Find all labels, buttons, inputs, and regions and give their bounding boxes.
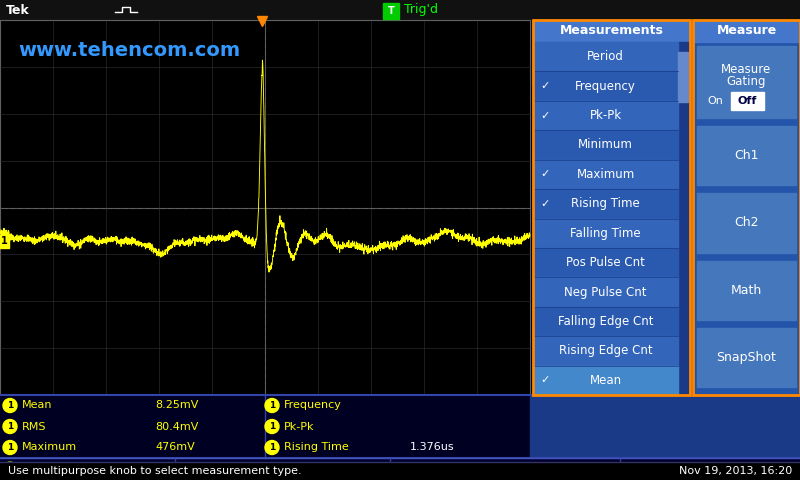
Bar (693, 20, 800, 395)
Text: Off: Off (738, 96, 757, 106)
Bar (697, 46, 796, 118)
Text: Ch1: Ch1 (734, 149, 758, 162)
Text: Falling Time: Falling Time (570, 227, 641, 240)
Bar (697, 328, 796, 387)
Text: Nov 19, 2013, 16:20: Nov 19, 2013, 16:20 (678, 466, 792, 476)
Bar (533, 20, 690, 395)
Bar (533, 160, 678, 189)
Text: Rising Time: Rising Time (571, 197, 640, 210)
Text: On: On (707, 96, 723, 106)
Text: Ch1 ↗ 131mV: Ch1 ↗ 131mV (444, 463, 526, 476)
Circle shape (3, 441, 17, 455)
Bar (0, 0, 800, 85)
Bar (533, 101, 678, 130)
Text: Pos Pulse Cnt: Pos Pulse Cnt (566, 256, 645, 269)
Text: Pk-Pk: Pk-Pk (590, 109, 622, 122)
Bar (533, 366, 678, 395)
Bar (533, 307, 678, 336)
Bar (0, 462, 800, 480)
Text: RMS: RMS (22, 421, 46, 432)
Text: Period: Period (587, 50, 624, 63)
Bar (530, 395, 690, 458)
Text: Mean: Mean (590, 374, 622, 387)
Text: Measure: Measure (722, 62, 772, 75)
Circle shape (265, 420, 279, 433)
Text: 476mV: 476mV (155, 443, 194, 453)
Text: Ch2: Ch2 (734, 216, 758, 229)
Bar (533, 189, 678, 218)
Bar (383, 3, 399, 19)
Bar (533, 336, 678, 366)
Text: Measure: Measure (716, 24, 777, 37)
Text: 8.25mV: 8.25mV (155, 400, 198, 410)
Text: ✓: ✓ (540, 110, 550, 120)
Bar (0, 0, 800, 20)
Text: Tek: Tek (6, 3, 30, 16)
Text: T: T (388, 6, 394, 16)
Text: Use multipurpose knob to select measurement type.: Use multipurpose knob to select measurem… (8, 466, 302, 476)
Text: Measurements: Measurements (559, 24, 663, 37)
Bar (533, 20, 690, 42)
Text: Falling Edge Cnt: Falling Edge Cnt (558, 315, 654, 328)
Text: 1: 1 (7, 465, 13, 473)
Text: 100mV: 100mV (22, 464, 62, 474)
Text: www.tehencom.com: www.tehencom.com (18, 40, 240, 60)
Bar (731, 92, 764, 110)
Text: 1: 1 (1, 236, 7, 246)
Bar (678, 52, 688, 102)
Text: Trig'd: Trig'd (404, 3, 438, 16)
Bar (533, 248, 678, 277)
Bar (533, 42, 678, 72)
Text: Rising Edge Cnt: Rising Edge Cnt (558, 344, 652, 358)
Text: Pk-Pk: Pk-Pk (284, 421, 314, 432)
Bar (0, 458, 800, 480)
Text: ✓: ✓ (540, 199, 550, 209)
Circle shape (265, 441, 279, 455)
Text: Maximum: Maximum (576, 168, 634, 181)
Text: 1: 1 (269, 443, 275, 452)
Text: 1: 1 (269, 401, 275, 410)
Bar (690, 395, 800, 458)
Bar (693, 20, 800, 42)
Text: ✓: ✓ (540, 81, 550, 91)
Bar (697, 193, 796, 252)
Circle shape (265, 398, 279, 412)
Text: SnapShot: SnapShot (717, 351, 777, 364)
Circle shape (3, 398, 17, 412)
Text: 10.0000kHz: 10.0000kHz (665, 463, 735, 476)
Text: Frequency: Frequency (284, 400, 342, 410)
Bar (693, 20, 800, 395)
Text: Mean: Mean (22, 400, 53, 410)
Circle shape (3, 462, 17, 476)
Text: 1: 1 (7, 422, 13, 431)
Bar (533, 20, 690, 395)
Text: Rising Time: Rising Time (284, 443, 349, 453)
Text: ✓: ✓ (540, 375, 550, 385)
Text: ✓: ✓ (540, 169, 550, 180)
Text: Frequency: Frequency (575, 80, 636, 93)
Circle shape (3, 420, 17, 433)
Bar (533, 218, 678, 248)
Text: 80.4mV: 80.4mV (155, 421, 198, 432)
Text: Gating: Gating (726, 75, 766, 88)
Bar (533, 72, 678, 101)
Bar (533, 130, 678, 160)
Bar (533, 277, 678, 307)
Bar (0, 20, 530, 395)
Text: 1: 1 (7, 443, 13, 452)
Text: M 5.00us: M 5.00us (255, 463, 309, 476)
Bar (697, 126, 796, 185)
Bar (697, 261, 796, 320)
Text: 1: 1 (7, 401, 13, 410)
Bar (0, 395, 530, 458)
Text: 1: 1 (269, 422, 275, 431)
Text: Math: Math (731, 284, 762, 297)
Text: Neg Pulse Cnt: Neg Pulse Cnt (564, 286, 646, 299)
Text: Maximum: Maximum (22, 443, 77, 453)
Text: Minimum: Minimum (578, 138, 633, 152)
Text: 1.376us: 1.376us (410, 443, 454, 453)
Bar (678, 42, 688, 395)
